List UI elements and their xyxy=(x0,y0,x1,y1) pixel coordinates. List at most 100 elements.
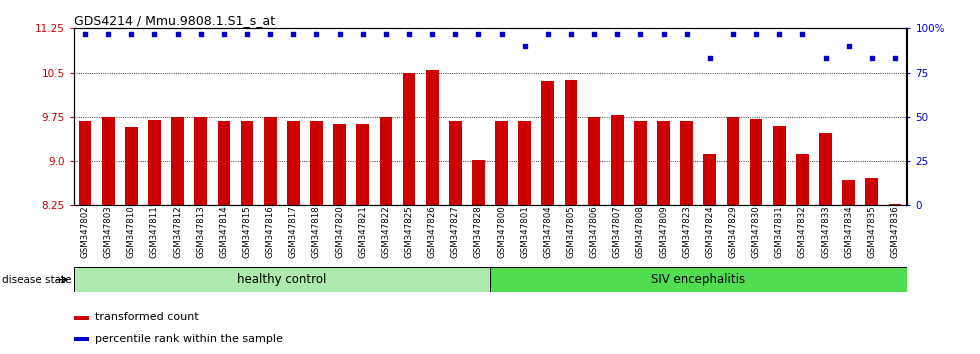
Bar xyxy=(74,337,89,341)
Bar xyxy=(264,117,276,205)
Point xyxy=(170,31,185,36)
Bar xyxy=(750,119,762,205)
Point xyxy=(263,31,278,36)
Text: GSM347823: GSM347823 xyxy=(682,205,691,258)
Text: GSM347803: GSM347803 xyxy=(104,205,113,258)
Bar xyxy=(102,117,115,205)
Bar xyxy=(842,180,855,205)
Bar xyxy=(172,117,184,205)
Bar xyxy=(403,73,416,205)
Text: GSM347800: GSM347800 xyxy=(497,205,506,258)
Bar xyxy=(588,117,601,205)
Bar xyxy=(889,204,902,205)
Text: GSM347815: GSM347815 xyxy=(242,205,252,258)
Point xyxy=(841,43,857,49)
Text: GSM347834: GSM347834 xyxy=(844,205,854,258)
Text: GSM347817: GSM347817 xyxy=(289,205,298,258)
Point xyxy=(470,31,486,36)
Bar xyxy=(333,125,346,205)
Text: GSM347835: GSM347835 xyxy=(867,205,876,258)
Bar xyxy=(218,121,230,205)
Text: GSM347836: GSM347836 xyxy=(891,205,900,258)
Bar xyxy=(704,154,716,205)
Point xyxy=(771,31,787,36)
Text: GSM347816: GSM347816 xyxy=(266,205,274,258)
Text: GSM347804: GSM347804 xyxy=(543,205,553,258)
Bar xyxy=(125,127,138,205)
Point xyxy=(656,31,671,36)
Text: GSM347831: GSM347831 xyxy=(775,205,784,258)
Point xyxy=(679,31,695,36)
Bar xyxy=(490,267,906,292)
Point xyxy=(725,31,741,36)
Bar xyxy=(194,117,207,205)
Text: GSM347828: GSM347828 xyxy=(474,205,483,258)
Text: GSM347807: GSM347807 xyxy=(612,205,621,258)
Point xyxy=(540,31,556,36)
Point xyxy=(564,31,579,36)
Point xyxy=(516,43,532,49)
Text: healthy control: healthy control xyxy=(237,273,326,286)
Text: GSM347832: GSM347832 xyxy=(798,205,807,258)
Bar xyxy=(472,160,485,205)
Bar xyxy=(819,133,832,205)
Bar xyxy=(357,125,369,205)
Text: GSM347825: GSM347825 xyxy=(405,205,414,258)
Point xyxy=(632,31,648,36)
Point xyxy=(355,31,370,36)
Text: GDS4214 / Mmu.9808.1.S1_s_at: GDS4214 / Mmu.9808.1.S1_s_at xyxy=(74,14,274,27)
Text: GSM347812: GSM347812 xyxy=(173,205,182,258)
Text: GSM347821: GSM347821 xyxy=(359,205,368,258)
Text: disease state: disease state xyxy=(2,275,72,285)
Bar xyxy=(148,120,161,205)
Point xyxy=(77,31,93,36)
Text: GSM347824: GSM347824 xyxy=(706,205,714,258)
Point xyxy=(494,31,510,36)
Text: GSM347827: GSM347827 xyxy=(451,205,460,258)
Point xyxy=(448,31,464,36)
Point xyxy=(193,31,209,36)
Text: GSM347805: GSM347805 xyxy=(566,205,575,258)
Point xyxy=(610,31,625,36)
Point xyxy=(887,56,903,61)
Text: GSM347801: GSM347801 xyxy=(520,205,529,258)
Point xyxy=(309,31,324,36)
Text: GSM347806: GSM347806 xyxy=(590,205,599,258)
Bar xyxy=(74,316,89,320)
Text: GSM347811: GSM347811 xyxy=(150,205,159,258)
Point xyxy=(100,31,116,36)
Text: GSM347808: GSM347808 xyxy=(636,205,645,258)
Bar xyxy=(287,121,300,205)
Bar xyxy=(611,115,623,205)
Text: SIV encephalitis: SIV encephalitis xyxy=(651,273,746,286)
Bar xyxy=(726,117,739,205)
Point xyxy=(147,31,163,36)
Text: percentile rank within the sample: percentile rank within the sample xyxy=(95,333,283,344)
Text: GSM347802: GSM347802 xyxy=(80,205,89,258)
Bar xyxy=(379,117,392,205)
Bar xyxy=(773,126,786,205)
Point xyxy=(424,31,440,36)
Point xyxy=(285,31,301,36)
Point xyxy=(864,56,880,61)
Bar xyxy=(680,121,693,205)
Point xyxy=(332,31,348,36)
Text: GSM347822: GSM347822 xyxy=(381,205,390,258)
Point xyxy=(749,31,764,36)
Point xyxy=(123,31,139,36)
Bar xyxy=(658,121,670,205)
Text: GSM347833: GSM347833 xyxy=(821,205,830,258)
Text: GSM347814: GSM347814 xyxy=(220,205,228,258)
Bar xyxy=(78,121,91,205)
Point xyxy=(586,31,602,36)
Text: GSM347830: GSM347830 xyxy=(752,205,760,258)
Point xyxy=(401,31,416,36)
Bar xyxy=(564,80,577,205)
Bar xyxy=(634,121,647,205)
Text: GSM347826: GSM347826 xyxy=(427,205,437,258)
Point xyxy=(817,56,833,61)
Text: GSM347829: GSM347829 xyxy=(728,205,738,258)
Bar xyxy=(449,121,462,205)
Text: GSM347813: GSM347813 xyxy=(196,205,205,258)
Bar xyxy=(310,121,322,205)
